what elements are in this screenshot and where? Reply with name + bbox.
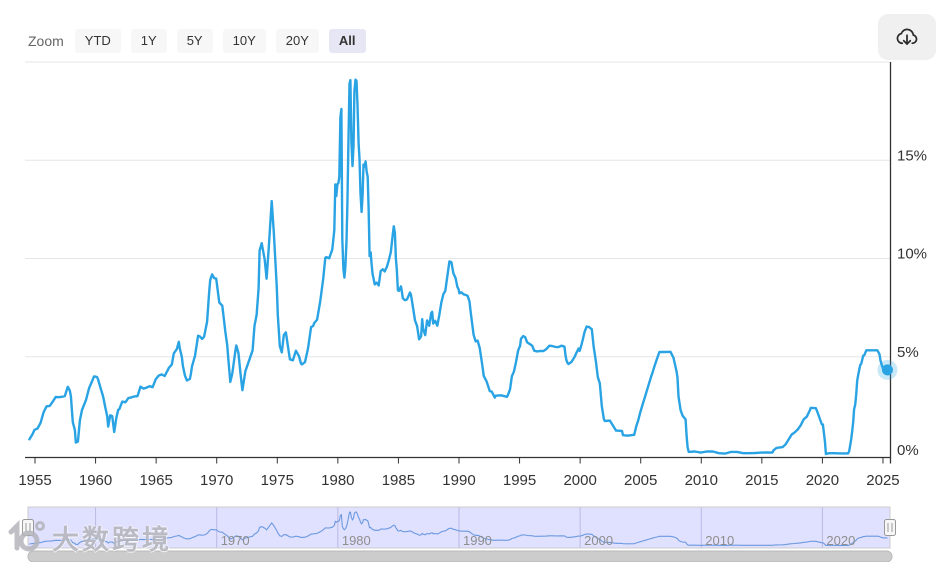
navigator-tick-label: 1970 (221, 533, 250, 548)
y-axis-tick-label: 10% (897, 246, 927, 263)
navigator-tick-label: 2000 (584, 533, 613, 548)
x-axis-tick-label: 1970 (200, 472, 233, 489)
x-axis-tick-label: 1990 (442, 472, 475, 489)
navigator-right-handle[interactable] (884, 519, 896, 536)
rate-line-series (28, 78, 889, 456)
navigator-tick-label: 2020 (826, 533, 855, 548)
x-axis-tick-label: 2005 (624, 472, 657, 489)
x-axis-tick-label: 1975 (261, 472, 294, 489)
x-axis-tick-label: 2020 (806, 472, 839, 489)
navigator-left-handle[interactable] (22, 519, 34, 536)
range-button-all[interactable]: All (328, 29, 366, 53)
x-axis-tick-label: 1960 (79, 472, 112, 489)
scrollbar-thumb[interactable] (27, 550, 893, 562)
navigator-mask[interactable] (28, 507, 890, 548)
x-axis-tick-label: 1955 (18, 472, 51, 489)
navigator-tick-label: 1990 (463, 533, 492, 548)
navigator-tick-label: 2010 (705, 533, 734, 548)
x-axis-tick-label: 2010 (685, 472, 718, 489)
x-axis-tick-label: 2015 (745, 472, 778, 489)
download-button[interactable] (878, 14, 936, 60)
zoom-label: Zoom (28, 33, 64, 49)
range-button-5y[interactable]: 5Y (176, 29, 213, 53)
x-axis-tick-label: 1995 (503, 472, 536, 489)
cloud-download-icon (896, 28, 918, 45)
navigator-series (29, 511, 888, 546)
x-axis-tick-label: 1985 (382, 472, 415, 489)
navigator-tick-label: 1980 (342, 533, 371, 548)
x-axis-tick-label: 2025 (866, 472, 899, 489)
y-axis-tick-label: 5% (897, 344, 919, 361)
range-toolbar: Zoom YTD 1Y 5Y 10Y 20Y All (28, 29, 366, 53)
range-button-10y[interactable]: 10Y (222, 29, 266, 53)
range-button-20y[interactable]: 20Y (275, 29, 319, 53)
y-axis-tick-label: 0% (897, 442, 919, 459)
range-button-ytd[interactable]: YTD (74, 29, 121, 53)
range-button-1y[interactable]: 1Y (130, 29, 167, 53)
x-axis-tick-label: 1980 (321, 472, 354, 489)
x-axis-tick-label: 1965 (139, 472, 172, 489)
last-point-marker (881, 364, 893, 376)
y-axis-tick-label: 15% (897, 147, 927, 164)
x-axis-tick-label: 2000 (563, 472, 596, 489)
